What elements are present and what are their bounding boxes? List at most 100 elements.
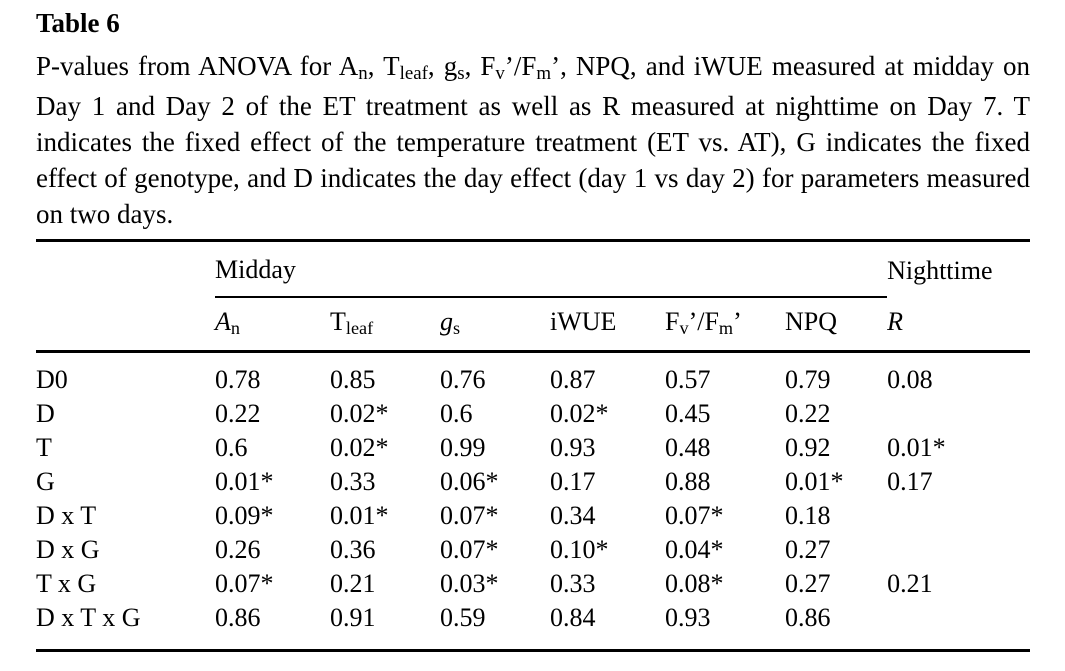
column-header: iWUE xyxy=(550,297,665,352)
column-header-row: An Tleaf gs iWUE Fv’/Fm’ NPQ R xyxy=(36,297,1030,352)
table-row: T 0.6 0.02* 0.99 0.93 0.48 0.92 0.01* xyxy=(36,431,1030,465)
p-value-cell: 0.27 xyxy=(785,569,831,598)
text-segment: ’ xyxy=(688,307,698,336)
p-value-cell: 0.17 xyxy=(887,467,933,496)
p-value-cell: 0.26 xyxy=(215,535,261,564)
p-value-cell: 0.18 xyxy=(785,501,831,530)
p-value-cell: 0.36 xyxy=(330,535,376,564)
p-value-cell: 0.84 xyxy=(550,603,596,632)
text-segment: P-values from ANOVA for A xyxy=(36,51,359,81)
column-header: Fv’/Fm’ xyxy=(665,297,785,352)
p-value-cell: 0.01* xyxy=(785,467,844,496)
p-value-cell: 0.34 xyxy=(550,501,596,530)
text-segment: , F xyxy=(464,51,496,81)
p-value-cell: 0.02* xyxy=(550,399,609,428)
p-value-cell: 0.93 xyxy=(550,433,596,462)
p-value-cell: 0.86 xyxy=(215,603,261,632)
text-segment: /F xyxy=(697,307,719,336)
p-value-cell: 0.07* xyxy=(440,535,499,564)
row-label: D x T xyxy=(36,501,97,530)
table-row: D x G 0.26 0.36 0.07* 0.10* 0.04* 0.27 xyxy=(36,533,1030,567)
p-value-cell: 0.79 xyxy=(785,365,831,394)
table-title: Table 6 xyxy=(36,8,120,38)
subscript-segment: s xyxy=(457,63,465,85)
subscript-segment: n xyxy=(358,63,368,85)
p-value-cell: 0.22 xyxy=(215,399,261,428)
p-value-cell: 0.93 xyxy=(665,603,711,632)
column-header-spacer xyxy=(36,297,215,352)
p-value-cell: 0.76 xyxy=(440,365,486,394)
text-segment: iWUE xyxy=(550,307,617,336)
p-value-cell: 0.91 xyxy=(330,603,376,632)
p-value-cell: 0.10* xyxy=(550,535,609,564)
subscript-segment: leaf xyxy=(345,318,374,338)
text-segment: ’/F xyxy=(504,51,537,81)
group-header-spacer xyxy=(36,241,215,298)
text-segment: ’ xyxy=(733,307,742,336)
text-segment: , T xyxy=(367,51,400,81)
p-value-cell: 0.6 xyxy=(440,399,473,428)
anova-pvalues-table: Midday Nighttime An Tleaf gs iWUE Fv’/Fm’ NPQ… xyxy=(36,239,1031,652)
text-segment: ’, NPQ, and iWUE measured at midday on D… xyxy=(36,51,1030,229)
p-value-cell: 0.06* xyxy=(440,467,499,496)
p-value-cell: 0.21 xyxy=(330,569,376,598)
p-value-cell: 0.02* xyxy=(330,433,389,462)
p-value-cell: 0.02* xyxy=(330,399,389,428)
p-value-cell: 0.07* xyxy=(440,501,499,530)
p-value-cell: 0.6 xyxy=(215,433,248,462)
p-value-cell: 0.27 xyxy=(785,535,831,564)
p-value-cell: 0.59 xyxy=(440,603,486,632)
p-value-cell: 0.07* xyxy=(215,569,274,598)
subscript-segment: m xyxy=(536,63,552,85)
p-value-cell: 0.09* xyxy=(215,501,274,530)
p-value-cell: 0.87 xyxy=(550,365,596,394)
row-label: D0 xyxy=(36,365,68,394)
group-header-row: Midday Nighttime xyxy=(36,240,1030,298)
p-value-cell: 0.01* xyxy=(887,433,946,462)
text-segment: g xyxy=(440,307,453,336)
table-caption: P-values from ANOVA for An, Tleaf, gs, F… xyxy=(36,48,1030,232)
row-label: G xyxy=(36,467,55,496)
group-header-nighttime: Nighttime xyxy=(887,255,993,285)
table-row: D x T 0.09* 0.01* 0.07* 0.34 0.07* 0.18 xyxy=(36,499,1030,533)
row-label: D xyxy=(36,399,55,428)
group-header-midday: Midday xyxy=(215,240,888,298)
subscript-segment: v xyxy=(679,318,689,338)
table-row: T x G 0.07* 0.21 0.03* 0.33 0.08* 0.27 0.21 xyxy=(36,567,1030,601)
p-value-cell: 0.57 xyxy=(665,365,711,394)
text-segment: A xyxy=(215,307,231,336)
table-body: D0 0.78 0.85 0.76 0.87 0.57 0.79 0.08 D 0.22 0.02*… xyxy=(36,352,1030,651)
column-header: An xyxy=(215,297,330,352)
p-value-cell xyxy=(887,533,1030,567)
p-value-cell: 0.01* xyxy=(330,501,389,530)
subscript-segment: m xyxy=(718,318,734,338)
row-label: T xyxy=(36,433,52,462)
p-value-cell: 0.86 xyxy=(785,603,831,632)
column-header: Tleaf xyxy=(330,297,440,352)
p-value-cell: 0.48 xyxy=(665,433,711,462)
p-value-cell: 0.08* xyxy=(665,569,724,598)
subscript-segment: v xyxy=(495,63,505,85)
p-value-cell: 0.85 xyxy=(330,365,376,394)
row-label: D x G xyxy=(36,535,100,564)
p-value-cell: 0.33 xyxy=(550,569,596,598)
p-value-cell: 0.33 xyxy=(330,467,376,496)
table-header: Midday Nighttime An Tleaf gs iWUE Fv’/Fm’ NPQ… xyxy=(36,240,1031,352)
table-row: G 0.01* 0.33 0.06* 0.17 0.88 0.01* 0.17 xyxy=(36,465,1030,499)
row-label: T x G xyxy=(36,569,97,598)
p-value-cell: 0.17 xyxy=(550,467,596,496)
p-value-cell: 0.99 xyxy=(440,433,486,462)
table-row: D x T x G 0.86 0.91 0.59 0.84 0.93 0.86 xyxy=(36,601,1030,651)
table-row: D 0.22 0.02* 0.6 0.02* 0.45 0.22 xyxy=(36,397,1030,431)
text-segment: NPQ xyxy=(785,307,838,336)
text-segment: R xyxy=(887,306,903,336)
text-segment: F xyxy=(665,307,680,336)
p-value-cell: 0.08 xyxy=(887,365,933,394)
p-value-cell: 0.88 xyxy=(665,467,711,496)
text-segment: , g xyxy=(427,51,458,81)
p-value-cell xyxy=(887,499,1030,533)
text-segment: T xyxy=(330,307,346,336)
p-value-cell: 0.01* xyxy=(215,467,274,496)
p-value-cell: 0.07* xyxy=(665,501,724,530)
column-header: NPQ xyxy=(785,297,887,352)
